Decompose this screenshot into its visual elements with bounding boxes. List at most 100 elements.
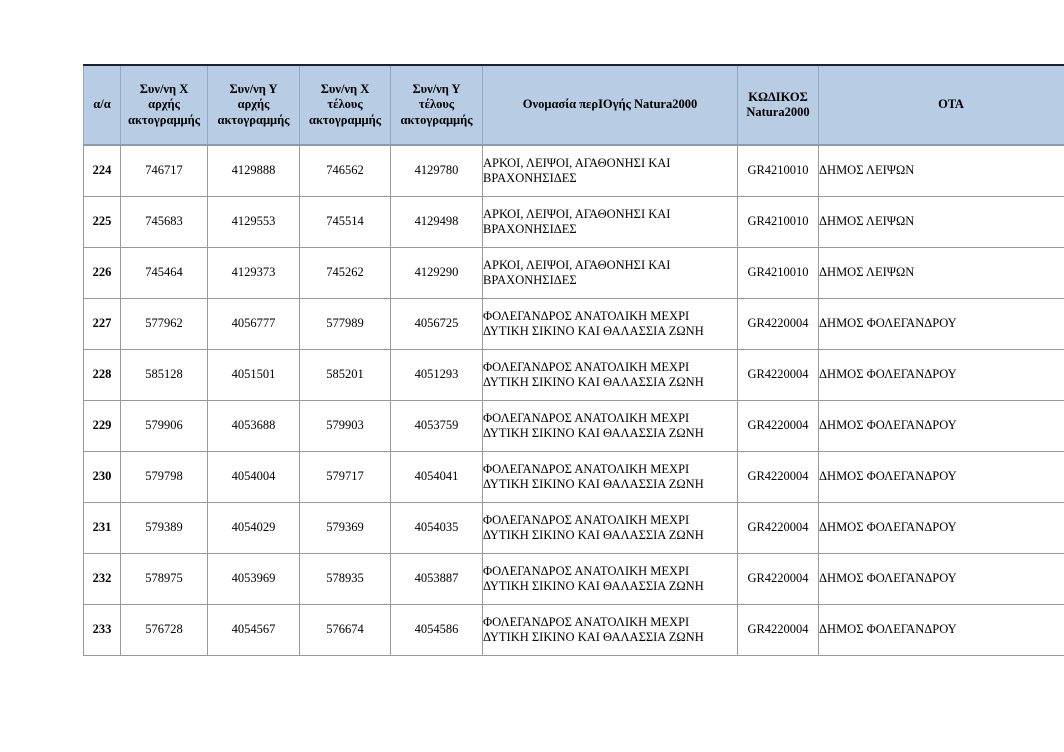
cell-natura-code-text: GR4220004 xyxy=(747,469,809,484)
table-row: 233 576728 4054567 576674 4054586 ΦΟΛΕΓΑΝΔΡΟΣ… xyxy=(83,604,1064,656)
cell-y-start: 4054029 xyxy=(207,502,300,554)
table-row: 227 577962 4056777 577989 4056725 ΦΟΛΕΓΑΝΔΡΟΣ… xyxy=(83,298,1064,350)
cell-ota-text: ΔΗΜΟΣ ΛΕΙΨΩΝ xyxy=(819,265,915,280)
cell-natura-code: GR4220004 xyxy=(737,553,819,605)
cell-aa: 228 xyxy=(83,349,121,401)
cell-area-name: ΦΟΛΕΓΑΝΔΡΟΣ ΑΝΑΤΟΛΙΚΗ ΜΕΧΡΙ ΔΥΤΙΚΗ ΣΙΚΙΝ… xyxy=(482,349,738,401)
cell-y-end-text: 4051293 xyxy=(414,367,459,382)
table-header: α/α Συν/νη Χ αρχής ακτογραμμής Συν/νη Υ … xyxy=(83,64,1064,146)
column-header-natura-code-label: ΚΩΔΙΚΟΣ Natura2000 xyxy=(746,89,810,119)
cell-x-end: 579717 xyxy=(299,451,391,503)
cell-x-end: 579903 xyxy=(299,400,391,452)
cell-x-end-text: 579369 xyxy=(326,520,364,535)
cell-aa-text: 226 xyxy=(92,265,112,280)
cell-aa-text: 228 xyxy=(92,367,112,382)
cell-y-start-text: 4129373 xyxy=(231,265,276,280)
column-header-x-start-label: Συν/νη Χ αρχής ακτογραμμής xyxy=(128,82,200,127)
cell-aa-text: 224 xyxy=(92,163,112,178)
cell-y-start: 4053688 xyxy=(207,400,300,452)
cell-y-end-text: 4129290 xyxy=(414,265,459,280)
cell-y-end: 4053759 xyxy=(390,400,483,452)
cell-area-name-text: ΦΟΛΕΓΑΝΔΡΟΣ ΑΝΑΤΟΛΙΚΗ ΜΕΧΡΙ ΔΥΤΙΚΗ ΣΙΚΙΝ… xyxy=(483,512,704,542)
cell-aa: 224 xyxy=(83,144,121,197)
cell-area-name: ΦΟΛΕΓΑΝΔΡΟΣ ΑΝΑΤΟΛΙΚΗ ΜΕΧΡΙ ΔΥΤΙΚΗ ΣΙΚΙΝ… xyxy=(482,298,738,350)
cell-x-start: 576728 xyxy=(120,604,208,656)
cell-ota-text: ΔΗΜΟΣ ΦΟΛΕΓΑΝΔΡΟΥ xyxy=(819,367,957,382)
cell-x-end: 745514 xyxy=(299,196,391,248)
table-row: 228 585128 4051501 585201 4051293 ΦΟΛΕΓΑΝΔΡΟΣ… xyxy=(83,349,1064,401)
cell-y-start: 4129553 xyxy=(207,196,300,248)
cell-y-start-text: 4054004 xyxy=(231,469,276,484)
cell-x-start: 746717 xyxy=(120,144,208,197)
column-header-x-end: Συν/νη Χ τέλους ακτογραμμής xyxy=(299,64,391,146)
cell-natura-code: GR4220004 xyxy=(737,502,819,554)
cell-natura-code-text: GR4210010 xyxy=(747,214,809,229)
cell-aa: 225 xyxy=(83,196,121,248)
cell-ota: ΔΗΜΟΣ ΦΟΛΕΓΑΝΔΡΟΥ xyxy=(818,298,1064,350)
cell-y-end-text: 4054041 xyxy=(414,469,459,484)
cell-x-start-text: 745464 xyxy=(145,265,183,280)
column-header-y-end-label: Συν/νη Υ τέλους ακτογραμμής xyxy=(400,82,473,127)
cell-ota-text: ΔΗΜΟΣ ΦΟΛΕΓΑΝΔΡΟΥ xyxy=(819,571,957,586)
cell-y-start-text: 4056777 xyxy=(231,316,276,331)
column-header-x-end-label: Συν/νη Χ τέλους ακτογραμμής xyxy=(309,82,381,127)
cell-aa: 227 xyxy=(83,298,121,350)
cell-area-name-text: ΑΡΚΟΙ, ΛΕΙΨΟΙ, ΑΓΑΘΟΝΗΣΙ ΚΑΙ ΒΡΑΧΟΝΗΣΙΔΕ… xyxy=(483,155,671,185)
table-row: 229 579906 4053688 579903 4053759 ΦΟΛΕΓΑΝΔΡΟΣ… xyxy=(83,400,1064,452)
cell-area-name-text: ΦΟΛΕΓΑΝΔΡΟΣ ΑΝΑΤΟΛΙΚΗ ΜΕΧΡΙ ΔΥΤΙΚΗ ΣΙΚΙΝ… xyxy=(483,410,704,440)
cell-x-start: 579389 xyxy=(120,502,208,554)
cell-natura-code: GR4220004 xyxy=(737,604,819,656)
cell-ota: ΔΗΜΟΣ ΦΟΛΕΓΑΝΔΡΟΥ xyxy=(818,553,1064,605)
cell-x-end: 745262 xyxy=(299,247,391,299)
cell-x-start: 585128 xyxy=(120,349,208,401)
cell-y-end-text: 4054035 xyxy=(414,520,459,535)
cell-natura-code: GR4210010 xyxy=(737,196,819,248)
cell-area-name: ΑΡΚΟΙ, ΛΕΙΨΟΙ, ΑΓΑΘΟΝΗΣΙ ΚΑΙ ΒΡΑΧΟΝΗΣΙΔΕ… xyxy=(482,196,738,248)
cell-y-start: 4054004 xyxy=(207,451,300,503)
cell-area-name-text: ΦΟΛΕΓΑΝΔΡΟΣ ΑΝΑΤΟΛΙΚΗ ΜΕΧΡΙ ΔΥΤΙΚΗ ΣΙΚΙΝ… xyxy=(483,461,704,491)
cell-ota: ΔΗΜΟΣ ΛΕΙΨΩΝ xyxy=(818,144,1064,197)
cell-ota: ΔΗΜΟΣ ΦΟΛΕΓΑΝΔΡΟΥ xyxy=(818,502,1064,554)
cell-area-name-text: ΦΟΛΕΓΑΝΔΡΟΣ ΑΝΑΤΟΛΙΚΗ ΜΕΧΡΙ ΔΥΤΙΚΗ ΣΙΚΙΝ… xyxy=(483,614,704,644)
cell-y-end: 4053887 xyxy=(390,553,483,605)
cell-x-end-text: 579717 xyxy=(326,469,364,484)
cell-x-end-text: 745514 xyxy=(326,214,364,229)
cell-area-name: ΦΟΛΕΓΑΝΔΡΟΣ ΑΝΑΤΟΛΙΚΗ ΜΕΧΡΙ ΔΥΤΙΚΗ ΣΙΚΙΝ… xyxy=(482,604,738,656)
cell-y-end-text: 4129498 xyxy=(414,214,459,229)
cell-x-start-text: 579906 xyxy=(145,418,183,433)
cell-natura-code-text: GR4220004 xyxy=(747,367,809,382)
cell-aa: 229 xyxy=(83,400,121,452)
column-header-ota-label: ΟΤΑ xyxy=(938,97,964,112)
cell-aa: 232 xyxy=(83,553,121,605)
cell-x-end: 585201 xyxy=(299,349,391,401)
cell-x-start-text: 746717 xyxy=(145,163,183,178)
cell-y-end: 4129290 xyxy=(390,247,483,299)
cell-aa-text: 230 xyxy=(92,469,112,484)
cell-y-end-text: 4053759 xyxy=(414,418,459,433)
cell-x-end: 746562 xyxy=(299,144,391,197)
cell-y-end: 4054586 xyxy=(390,604,483,656)
cell-x-end: 578935 xyxy=(299,553,391,605)
cell-natura-code: GR4210010 xyxy=(737,247,819,299)
cell-aa: 233 xyxy=(83,604,121,656)
cell-x-start: 579798 xyxy=(120,451,208,503)
cell-aa-text: 227 xyxy=(92,316,112,331)
cell-x-start: 745464 xyxy=(120,247,208,299)
cell-y-start-text: 4129553 xyxy=(231,214,276,229)
cell-ota: ΔΗΜΟΣ ΦΟΛΕΓΑΝΔΡΟΥ xyxy=(818,604,1064,656)
column-header-ota: ΟΤΑ xyxy=(818,64,1064,146)
cell-ota: ΔΗΜΟΣ ΛΕΙΨΩΝ xyxy=(818,196,1064,248)
column-header-natura-code: ΚΩΔΙΚΟΣ Natura2000 xyxy=(737,64,819,146)
cell-x-start-text: 576728 xyxy=(145,622,183,637)
cell-x-end-text: 577989 xyxy=(326,316,364,331)
cell-area-name: ΦΟΛΕΓΑΝΔΡΟΣ ΑΝΑΤΟΛΙΚΗ ΜΕΧΡΙ ΔΥΤΙΚΗ ΣΙΚΙΝ… xyxy=(482,553,738,605)
cell-y-end: 4056725 xyxy=(390,298,483,350)
cell-y-end: 4051293 xyxy=(390,349,483,401)
cell-natura-code-text: GR4210010 xyxy=(747,163,809,178)
cell-aa: 230 xyxy=(83,451,121,503)
table-row: 231 579389 4054029 579369 4054035 ΦΟΛΕΓΑΝΔΡΟΣ… xyxy=(83,502,1064,554)
cell-ota-text: ΔΗΜΟΣ ΦΟΛΕΓΑΝΔΡΟΥ xyxy=(819,622,957,637)
cell-y-start-text: 4054029 xyxy=(231,520,276,535)
table-row: 226 745464 4129373 745262 4129290 ΑΡΚΟΙ, ΛΕΙΨ… xyxy=(83,247,1064,299)
table-body: 224 746717 4129888 746562 4129780 ΑΡΚΟΙ, ΛΕΙΨ… xyxy=(83,144,1064,656)
